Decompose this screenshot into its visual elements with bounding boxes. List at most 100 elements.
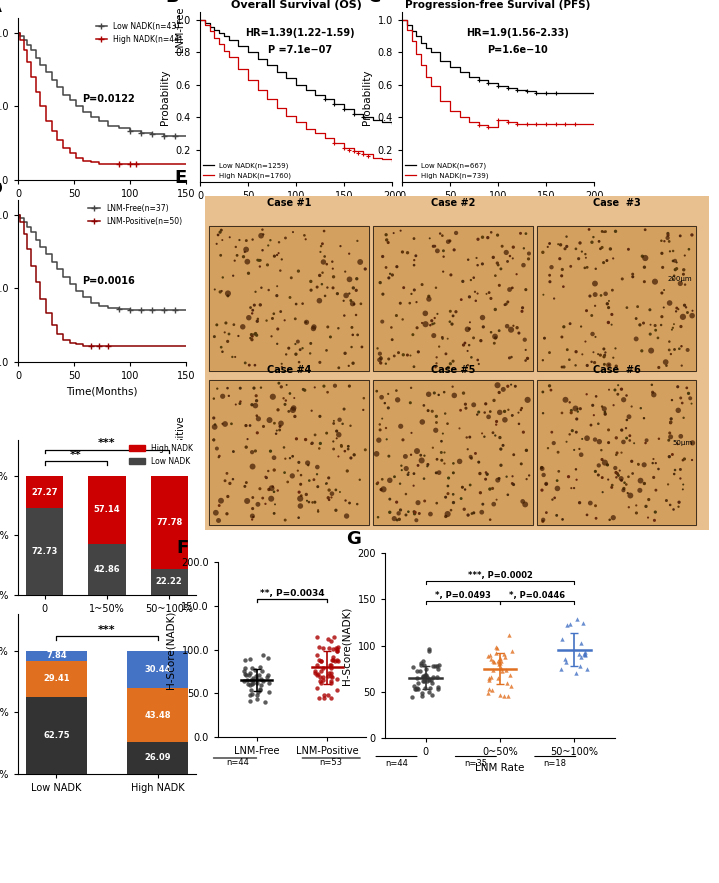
Point <box>311 467 323 481</box>
Text: **, P=0.0034: **, P=0.0034 <box>260 589 324 598</box>
Point <box>626 399 637 413</box>
Point <box>448 495 459 509</box>
Point <box>580 645 591 659</box>
Point <box>559 242 571 256</box>
Point <box>438 244 449 258</box>
Text: 50μm: 50μm <box>672 440 692 446</box>
Point <box>589 356 600 370</box>
Point <box>376 390 388 404</box>
Point <box>247 490 259 504</box>
Point <box>312 668 324 682</box>
Point <box>500 662 512 676</box>
Bar <box>26 697 87 774</box>
Point <box>328 442 339 457</box>
Point <box>377 249 388 263</box>
Point <box>488 336 500 351</box>
Point <box>416 453 427 467</box>
Point <box>344 496 355 510</box>
Point <box>650 483 661 497</box>
Point <box>482 467 493 481</box>
Point <box>577 432 588 446</box>
Point <box>242 674 253 688</box>
Point <box>622 486 633 500</box>
Point <box>221 381 233 396</box>
Point <box>687 308 698 322</box>
Point <box>257 491 268 505</box>
Point <box>246 397 257 411</box>
Point <box>296 488 307 502</box>
Point <box>613 378 624 392</box>
Point <box>257 648 268 662</box>
Point <box>421 459 433 473</box>
Point <box>505 678 517 692</box>
Point <box>251 688 262 702</box>
Point <box>603 358 615 372</box>
Point <box>682 343 693 357</box>
Point <box>263 283 275 297</box>
Text: 72.73: 72.73 <box>32 547 58 556</box>
Point <box>315 663 326 677</box>
Point <box>492 228 503 242</box>
Point <box>233 328 244 343</box>
Point <box>449 243 460 257</box>
Point <box>321 257 332 271</box>
Point <box>653 432 664 446</box>
Point <box>561 239 572 253</box>
Point <box>603 435 614 449</box>
Point <box>327 281 339 295</box>
Point <box>331 287 343 301</box>
Text: P =7.1e−07: P =7.1e−07 <box>267 45 332 55</box>
Point <box>274 423 285 437</box>
Point <box>541 477 552 491</box>
Point <box>565 405 577 419</box>
Point <box>282 475 293 489</box>
Point <box>220 316 232 330</box>
Point <box>545 383 557 397</box>
Point <box>284 291 296 305</box>
Point <box>298 382 309 396</box>
Point <box>229 253 240 268</box>
Point <box>409 683 421 697</box>
Point <box>473 357 485 371</box>
Point <box>330 483 342 497</box>
Point <box>571 612 582 626</box>
Point <box>662 230 674 245</box>
Point <box>544 345 555 359</box>
Point <box>323 471 334 485</box>
Point <box>318 688 329 702</box>
Point <box>484 482 495 496</box>
Point <box>247 687 258 701</box>
Point <box>329 630 340 645</box>
Point <box>418 653 429 668</box>
Point <box>383 352 395 366</box>
Point <box>623 410 635 424</box>
Point <box>627 466 638 480</box>
Title: Progression-free Survival (PFS): Progression-free Survival (PFS) <box>406 0 591 10</box>
Point <box>610 471 622 485</box>
Point <box>240 440 252 454</box>
Point <box>575 320 587 334</box>
Point <box>502 254 513 268</box>
Point <box>610 359 622 374</box>
Point <box>247 459 258 473</box>
Point <box>431 669 443 683</box>
Point <box>667 272 679 286</box>
Point <box>658 300 669 314</box>
Point <box>679 452 690 466</box>
Point <box>487 481 498 495</box>
Title: Overall Survival (OS): Overall Survival (OS) <box>231 0 362 10</box>
Point <box>633 457 644 472</box>
Point <box>315 653 326 668</box>
Point <box>546 425 557 439</box>
Point <box>425 507 436 521</box>
Text: ***: *** <box>99 625 116 635</box>
Point <box>433 388 444 402</box>
Point <box>592 347 604 361</box>
Text: 62.75: 62.75 <box>43 731 70 740</box>
Point <box>516 457 527 471</box>
Point <box>598 350 610 364</box>
Point <box>485 325 497 339</box>
Point <box>252 497 264 511</box>
Text: D: D <box>0 179 3 198</box>
Point <box>618 435 629 449</box>
